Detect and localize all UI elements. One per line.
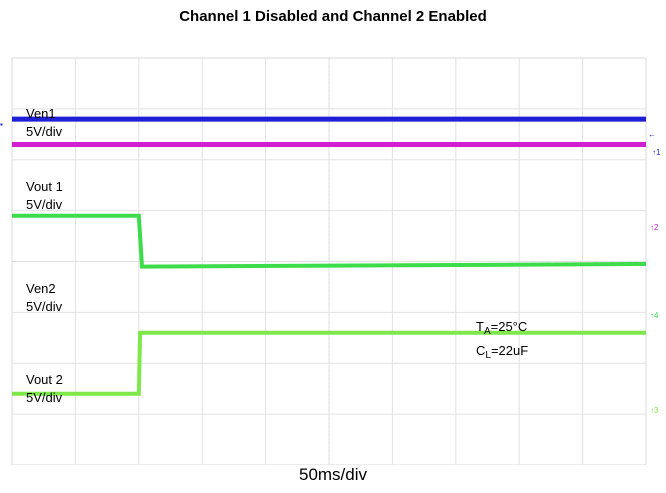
vout1-scale: 5V/div [26, 197, 63, 212]
ven2-label: Ven2 [26, 281, 56, 296]
vout1-label: Vout 1 [26, 179, 63, 194]
traces [12, 116, 647, 396]
ven2-scale: 5V/div [26, 299, 63, 314]
trace-ven2 [12, 213, 647, 269]
ch3-ref-marker: ↑4 [650, 311, 659, 320]
grid [12, 58, 646, 465]
ch1-ref-marker: ↑1 [652, 148, 661, 157]
temperature-annotation: TA=25°C [476, 319, 527, 337]
chart-title: Channel 1 Disabled and Channel 2 Enabled [179, 8, 487, 25]
channel-markers: ▪ ← ↑1 ↑2 ↑4 ↑3 [0, 120, 661, 415]
capacitance-annotation: CL=22uF [476, 343, 528, 361]
x-axis-label: 50ms/div [298, 465, 368, 484]
vout2-scale: 5V/div [26, 390, 63, 405]
vout2-label: Vout 2 [26, 372, 63, 387]
ch4-ref-marker: ↑3 [650, 406, 659, 415]
ven1-label: Ven1 [26, 106, 56, 121]
ven1-scale: 5V/div [26, 124, 63, 139]
ch2-ref-marker: ↑2 [650, 223, 659, 232]
ch1-left-marker: ▪ [0, 120, 3, 129]
oscilloscope-plot: Ven1 5V/div Vout 1 5V/div Ven2 5V/div Vo… [0, 57, 661, 465]
ch1-right-marker: ← [648, 130, 656, 139]
trace-vout2 [12, 330, 646, 396]
